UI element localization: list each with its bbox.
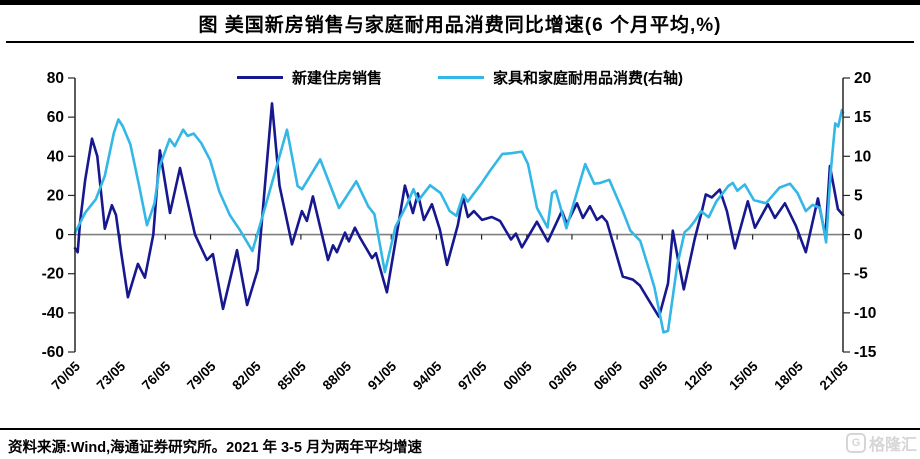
x-axis-label: 73/05	[94, 358, 129, 393]
right-axis-label: 20	[854, 70, 871, 87]
left-axis-label: 20	[47, 187, 64, 204]
durables-consumption-line	[73, 108, 845, 334]
left-axis-label: -60	[42, 344, 64, 361]
right-axis-label: 0	[854, 227, 863, 244]
top-border-rule	[0, 0, 920, 5]
gelonghui-logo: G 格隆汇	[845, 431, 917, 455]
new-home-sales-line	[73, 102, 845, 319]
left-axis-label: 0	[55, 227, 64, 244]
x-axis-label: 00/05	[500, 358, 535, 393]
x-axis-label: 94/05	[410, 358, 445, 393]
right-axis-label: 5	[854, 187, 863, 204]
x-axis-label: 85/05	[274, 358, 309, 393]
x-axis-label: 79/05	[184, 358, 219, 393]
x-axis-label: 97/05	[455, 358, 490, 393]
gelonghui-logo-icon: G	[845, 433, 866, 453]
right-axis-label: 15	[854, 109, 872, 126]
right-axis-label: 10	[854, 148, 871, 165]
x-axis-label: 21/05	[817, 358, 852, 393]
x-axis-label: 70/05	[49, 358, 84, 393]
x-axis-label: 76/05	[139, 358, 174, 393]
x-axis-label: 82/05	[229, 358, 264, 393]
x-axis-label: 09/05	[636, 358, 671, 393]
x-axis-label: 12/05	[681, 358, 716, 393]
x-axis-label: 88/05	[320, 358, 355, 393]
left-axis-label: 60	[47, 109, 64, 126]
x-axis-label: 03/05	[546, 358, 581, 393]
chart-title: 图 美国新房销售与家庭耐用品消费同比增速(6 个月平均,%)	[198, 15, 722, 36]
x-axis-label: 91/05	[365, 358, 400, 393]
left-axis-label: 80	[47, 70, 64, 87]
right-axis-label: -10	[854, 305, 876, 322]
title-divider-rule	[6, 41, 914, 43]
left-axis-label: 40	[47, 148, 64, 165]
gelonghui-logo-text: 格隆汇	[868, 437, 917, 454]
right-axis-label: -15	[854, 344, 877, 361]
left-axis-label: -40	[42, 305, 64, 322]
right-axis-label: -5	[854, 266, 868, 283]
x-axis-label: 06/05	[591, 358, 626, 393]
x-axis-label: 18/05	[771, 358, 806, 393]
x-axis-label: 15/05	[726, 358, 761, 393]
footer-divider-rule	[0, 428, 920, 430]
left-axis-label: -20	[42, 266, 64, 283]
source-note: 资料来源:Wind,海通证券研究所。2021 年 3-5 月为两年平均增速	[8, 440, 422, 456]
